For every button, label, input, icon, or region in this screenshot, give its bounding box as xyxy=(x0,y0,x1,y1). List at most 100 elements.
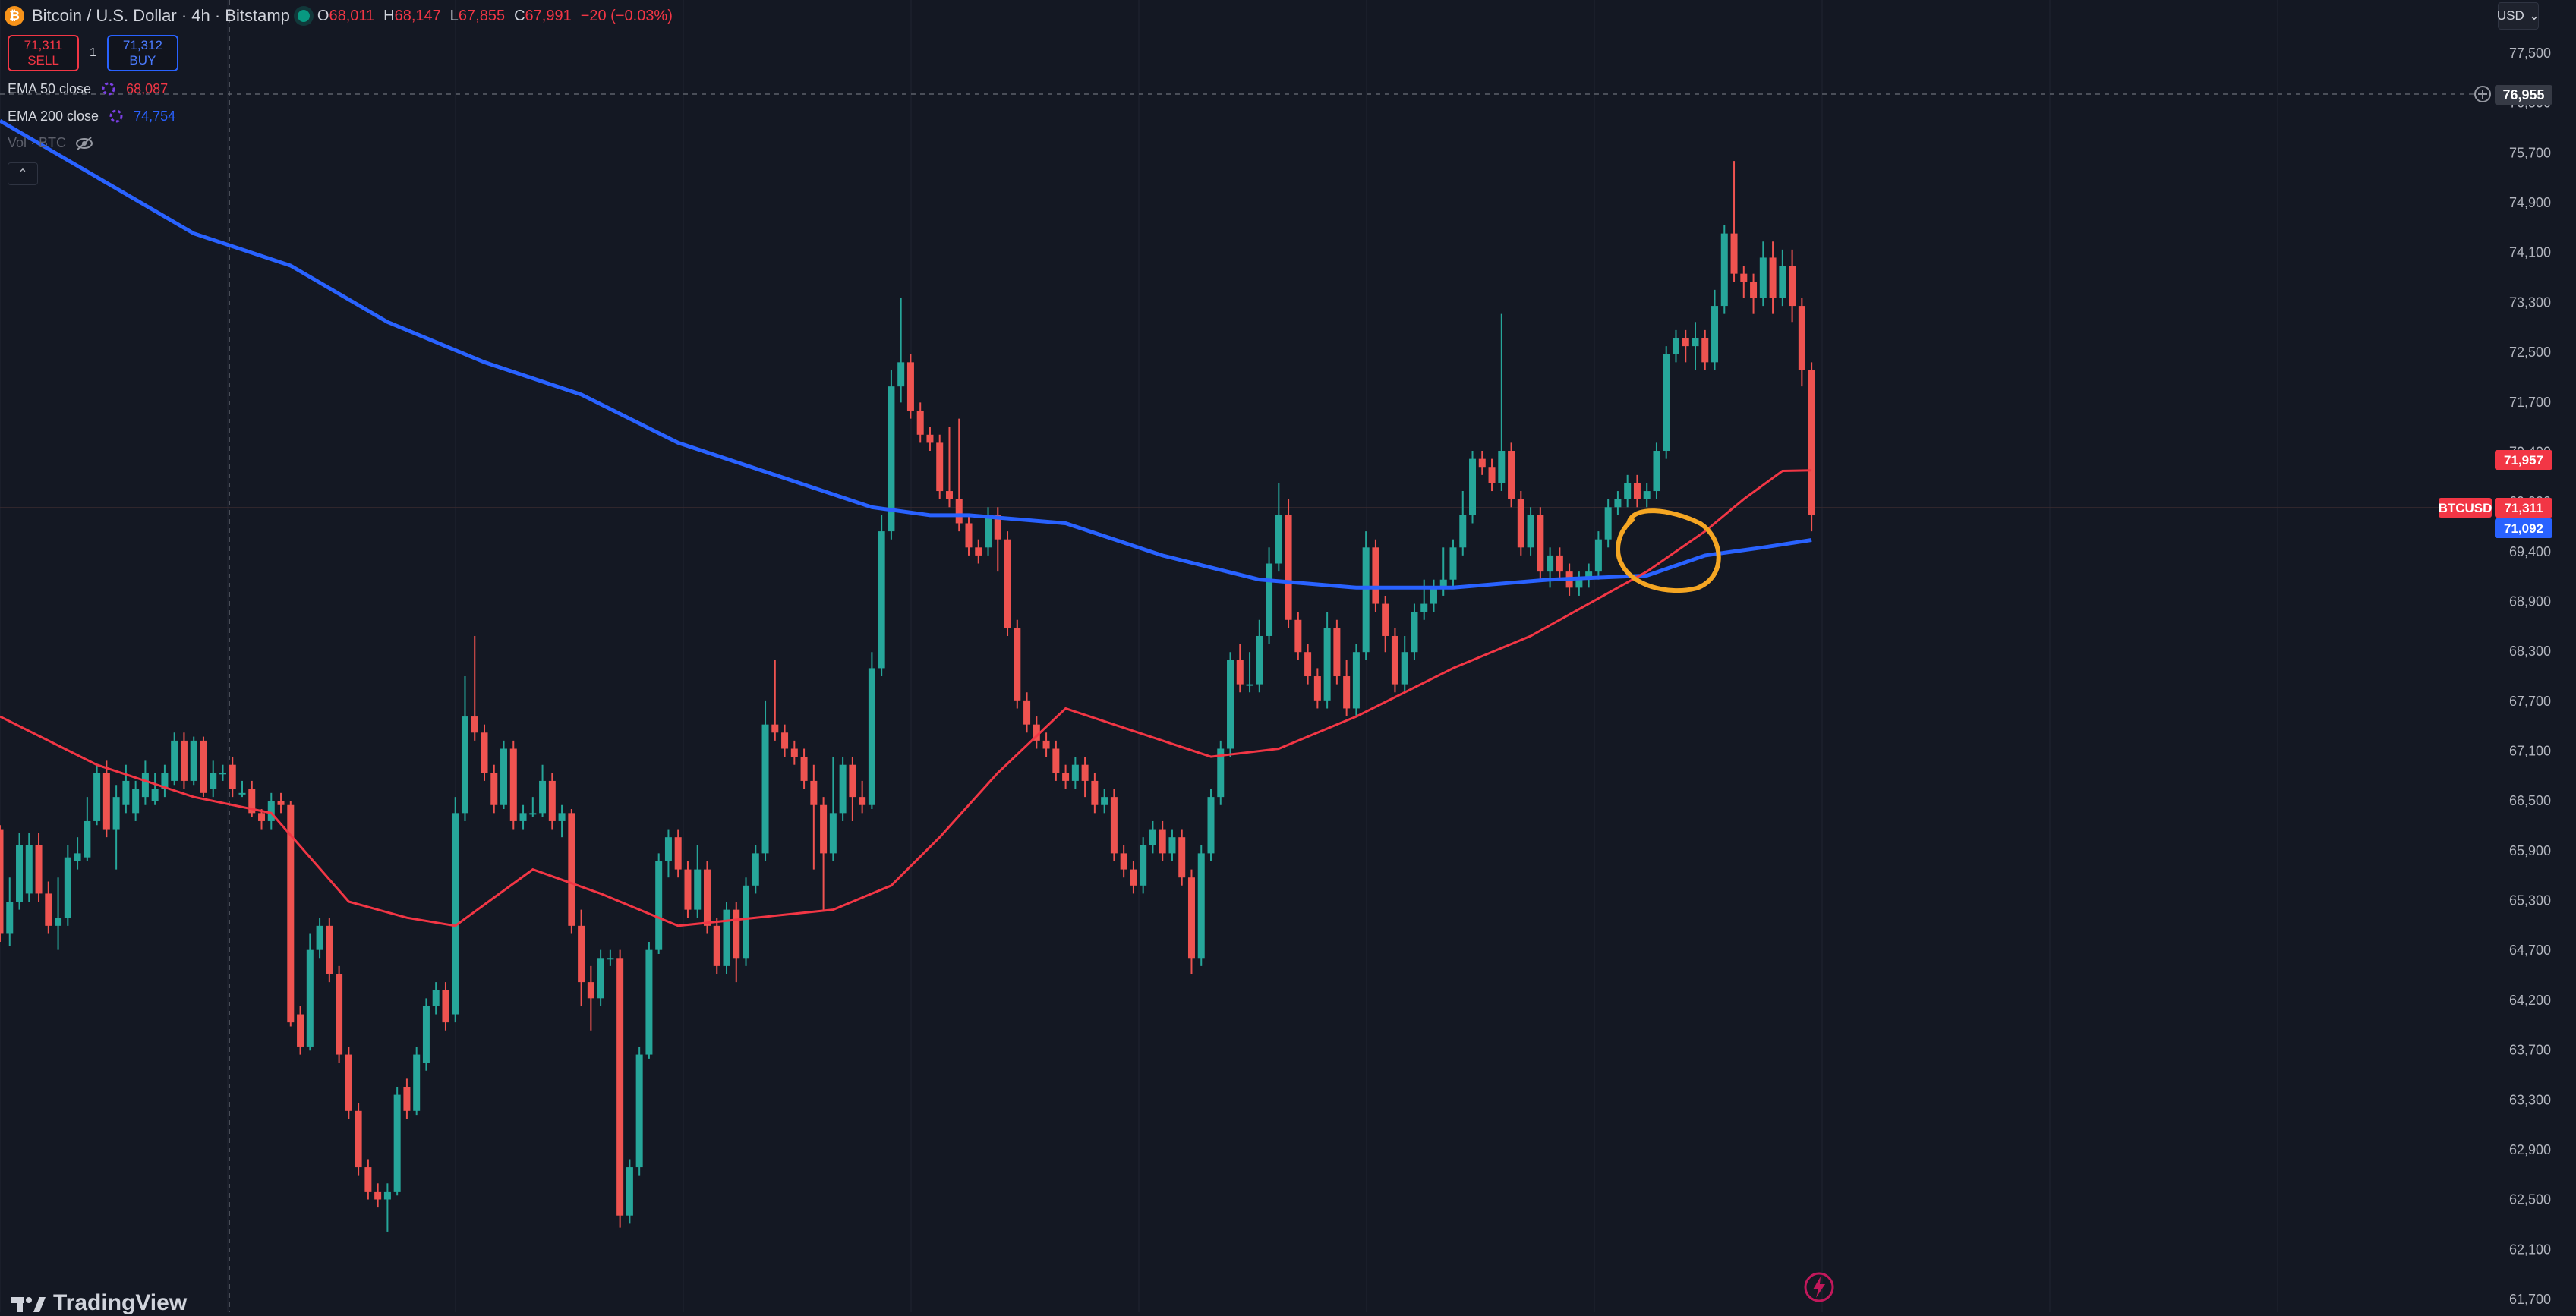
candle-body xyxy=(422,1006,430,1063)
ohlc-values: O68,011 H68,147 L67,855 C67,991 −20 (−0.03%) xyxy=(317,8,673,25)
candle-body xyxy=(597,958,604,999)
candle-body xyxy=(1236,660,1244,685)
candle-body xyxy=(1672,338,1679,354)
candle-body xyxy=(1556,555,1563,572)
candle-body xyxy=(316,925,323,950)
sell-button[interactable]: 71,311 SELL xyxy=(8,35,79,71)
price-tick: 77,500 xyxy=(2509,46,2551,61)
price-label: BTCUSD xyxy=(2439,501,2492,515)
lightning-icon[interactable] xyxy=(1801,1269,1837,1305)
candle-body xyxy=(713,925,720,966)
candle-body xyxy=(393,1094,401,1192)
candle-body xyxy=(210,773,217,789)
candle-body xyxy=(238,792,246,795)
candle-body xyxy=(403,1086,411,1111)
candle-body xyxy=(1478,458,1486,468)
candle-body xyxy=(1594,539,1602,572)
candle-body xyxy=(548,780,556,821)
candle-body xyxy=(364,1167,372,1192)
collapse-legend-button[interactable]: ⌃ xyxy=(8,162,38,185)
price-tick: 67,100 xyxy=(2509,744,2551,759)
candle-body xyxy=(306,949,314,1047)
candle-body xyxy=(1266,563,1273,636)
ohlc-item: C67,991 xyxy=(514,7,572,24)
price-scale-labels: 71,957 BTCUSD 71,311 71,092 xyxy=(2439,450,2552,538)
candle-body xyxy=(1323,628,1331,701)
chart-header: ₿ Bitcoin / U.S. Dollar · 4h · Bitstamp … xyxy=(5,3,673,29)
candle-body xyxy=(868,668,875,805)
candle-body xyxy=(277,801,285,805)
candle-body xyxy=(336,974,343,1055)
candle-body xyxy=(1168,837,1176,854)
candle-body xyxy=(568,813,575,926)
candle-body xyxy=(1420,603,1428,612)
chart-grid xyxy=(0,0,2278,1312)
candle-body xyxy=(1313,676,1321,701)
candle-body xyxy=(1508,451,1515,499)
candle-body xyxy=(1343,676,1351,709)
candle-body xyxy=(1401,652,1408,685)
candle-body xyxy=(1633,483,1641,499)
price-scale-bg xyxy=(2477,0,2576,1312)
candle-body xyxy=(1372,547,1379,604)
candle-body xyxy=(1614,499,1622,508)
candle-body xyxy=(1275,515,1282,564)
ema200-line xyxy=(0,118,1812,590)
candle-body xyxy=(743,885,750,959)
candle-body xyxy=(102,773,110,830)
candle-body xyxy=(684,869,692,910)
candle-body xyxy=(481,732,488,773)
market-open-icon xyxy=(297,10,310,22)
buy-button[interactable]: 71,312 BUY xyxy=(106,35,178,71)
candle-body xyxy=(635,1054,643,1168)
candle-body xyxy=(1042,740,1050,749)
price-tick: 71,700 xyxy=(2509,395,2551,410)
candle-body xyxy=(1789,266,1796,307)
loading-icon xyxy=(109,109,123,123)
candle-body xyxy=(1333,628,1341,677)
candle-body xyxy=(906,362,914,411)
chevron-down-icon: ⌄ xyxy=(2528,8,2540,23)
candle-body xyxy=(781,732,789,749)
candle-body xyxy=(752,853,759,886)
price-tick: 74,100 xyxy=(2509,245,2551,260)
indicator-ema50[interactable]: EMA 50 close 68,087 xyxy=(8,80,169,96)
crosshair-price-label: 76,955 xyxy=(2474,85,2552,105)
candle-body xyxy=(1081,764,1089,781)
candle-body xyxy=(1391,635,1398,685)
candle-body xyxy=(1304,652,1312,677)
candle-body xyxy=(190,740,197,781)
ema50-line xyxy=(0,469,1812,927)
candle-body xyxy=(1411,612,1418,653)
price-label-bg xyxy=(2495,518,2552,538)
candle-body xyxy=(93,773,101,821)
candle-body xyxy=(1033,724,1040,741)
candle-body xyxy=(1720,233,1728,307)
candle-body xyxy=(1663,354,1670,452)
indicator-volume[interactable]: Vol · BTC xyxy=(8,135,93,151)
plus-icon xyxy=(2474,86,2491,102)
price-tick: 62,100 xyxy=(2509,1242,2551,1257)
candle-body xyxy=(955,499,963,524)
eye-hidden-icon[interactable] xyxy=(75,136,93,151)
candle-body xyxy=(771,724,779,733)
candle-body xyxy=(645,949,653,1055)
candle-body xyxy=(703,869,711,926)
candle-body xyxy=(6,902,14,934)
symbol-title[interactable]: Bitcoin / U.S. Dollar · 4h · Bitstamp xyxy=(32,6,290,25)
candle-body xyxy=(1711,306,1719,363)
candle-body xyxy=(141,773,149,798)
candle-body xyxy=(761,724,769,854)
candle-body xyxy=(965,523,973,548)
candle-body xyxy=(1101,797,1108,805)
price-tick: 64,200 xyxy=(2509,993,2551,1008)
candle-body xyxy=(345,1054,352,1111)
candle-body xyxy=(994,515,1001,540)
candle-body xyxy=(694,869,702,910)
crosshair-price: 76,955 xyxy=(2502,87,2544,102)
candle-body xyxy=(500,748,508,805)
price-tick: 61,700 xyxy=(2509,1292,2551,1307)
indicator-ema200[interactable]: EMA 200 close 74,754 xyxy=(8,108,176,124)
currency-select[interactable]: USD ⌄ xyxy=(2497,2,2540,30)
